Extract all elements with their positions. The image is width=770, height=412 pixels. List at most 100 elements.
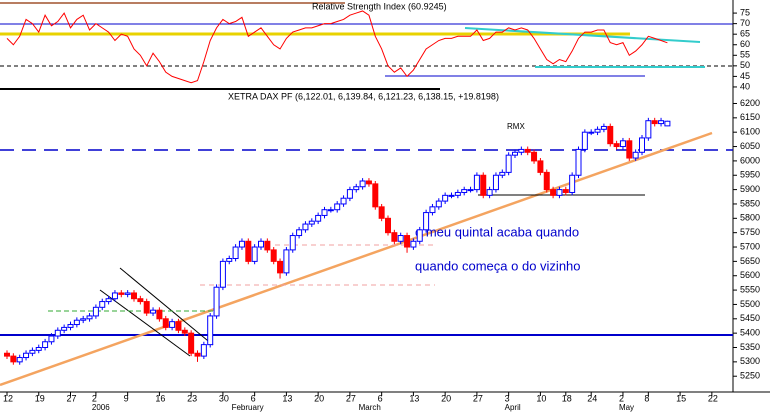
- candle-body: [575, 148, 582, 176]
- candle-body: [404, 235, 411, 248]
- x-tick-label: 30: [219, 393, 229, 403]
- candle-body: [340, 197, 347, 205]
- candle-body: [492, 174, 499, 191]
- x-tick-label: 23: [187, 393, 197, 403]
- y-tick-label: 55: [740, 50, 750, 60]
- x-tick-label: 3: [505, 393, 510, 403]
- candle-body: [16, 357, 23, 363]
- candle-body: [156, 309, 163, 320]
- candle-body: [321, 209, 328, 216]
- x-month-label: March: [359, 403, 381, 412]
- candle-body: [61, 326, 68, 331]
- candle-body: [562, 189, 569, 193]
- candle-body: [429, 206, 436, 214]
- candle-body: [162, 318, 169, 328]
- candle-body: [296, 229, 303, 237]
- candle-body: [626, 140, 633, 159]
- candle-body: [524, 148, 531, 153]
- candle-body: [308, 220, 315, 225]
- candle-body: [378, 206, 385, 219]
- candle-body: [473, 174, 480, 191]
- candle-body: [397, 235, 404, 242]
- candle-body: [42, 341, 49, 349]
- y-tick-label: 70: [740, 18, 750, 28]
- candle-body: [505, 154, 512, 173]
- candle-body: [658, 120, 665, 125]
- candle-body: [118, 292, 125, 295]
- x-month-label: 2006: [92, 403, 110, 412]
- candle-body: [302, 223, 309, 231]
- candle-body: [283, 249, 290, 274]
- candle-body: [480, 174, 487, 196]
- y-tick-label: 45: [740, 71, 750, 81]
- x-month-label: February: [232, 403, 264, 412]
- candle-body: [131, 292, 137, 300]
- candle-body: [207, 315, 214, 346]
- candle-body: [327, 209, 334, 212]
- y-tick-label: 5550: [740, 284, 760, 294]
- candle-body: [270, 249, 277, 262]
- candle-body: [664, 120, 671, 127]
- trendline: [0, 131, 713, 387]
- candle-body: [385, 217, 391, 234]
- y-tick-label: 65: [740, 29, 750, 39]
- y-tick-label: 5700: [740, 241, 760, 251]
- candle-body: [4, 352, 10, 357]
- candle-body: [54, 329, 61, 337]
- candle-body: [423, 212, 430, 231]
- candle-body: [181, 329, 188, 334]
- candle-body: [365, 180, 372, 185]
- candle-body: [264, 240, 271, 251]
- candle-body: [537, 160, 544, 173]
- y-tick-label: 40: [740, 81, 750, 91]
- x-tick-label: 27: [346, 393, 356, 403]
- candle-body: [137, 298, 144, 303]
- candle-body: [86, 315, 93, 320]
- candle-body: [232, 246, 239, 260]
- candle-body: [556, 189, 563, 196]
- y-tick-label: 6150: [740, 112, 760, 122]
- x-tick-label: 10: [536, 393, 546, 403]
- y-tick-label: 6200: [740, 98, 760, 108]
- y-tick-label: 6000: [740, 155, 760, 165]
- y-tick-label: 5900: [740, 184, 760, 194]
- candle-body: [486, 189, 493, 196]
- candle-body: [73, 319, 80, 326]
- y-tick-label: 5800: [740, 213, 760, 223]
- candle-body: [607, 125, 614, 145]
- x-tick-label: 2: [619, 393, 624, 403]
- candle-body: [213, 286, 220, 317]
- candle-body: [175, 321, 182, 331]
- candle-body: [111, 292, 118, 300]
- y-tick-label: 5600: [740, 270, 760, 280]
- candle-body: [531, 151, 538, 162]
- y-tick-label: 5300: [740, 356, 760, 366]
- candle-body: [315, 214, 322, 222]
- candle-body: [200, 344, 207, 357]
- y-tick-label: 5650: [740, 256, 760, 266]
- y-tick-label: 5250: [740, 371, 760, 381]
- rsi-line: [6, 10, 668, 84]
- x-tick-label: 24: [587, 393, 597, 403]
- candle-body: [289, 235, 296, 251]
- candle-body: [238, 240, 245, 248]
- candle-body: [448, 194, 455, 197]
- candle-body: [277, 260, 284, 274]
- y-tick-label: 5400: [740, 328, 760, 338]
- y-tick-label: 50: [740, 60, 750, 70]
- candle-body: [639, 137, 645, 153]
- y-tick-label: 6050: [740, 141, 760, 151]
- candle-body: [512, 151, 518, 156]
- candle-body: [188, 332, 195, 354]
- x-tick-label: 22: [708, 393, 718, 403]
- candle-body: [594, 128, 601, 133]
- x-month-label: April: [505, 403, 521, 412]
- candle-body: [143, 301, 150, 314]
- candle-body: [613, 143, 620, 148]
- x-tick-label: 15: [676, 393, 686, 403]
- x-tick-label: 6: [251, 393, 256, 403]
- y-tick-label: 5500: [740, 299, 760, 309]
- candle-body: [600, 125, 607, 130]
- x-tick-label: 13: [282, 393, 292, 403]
